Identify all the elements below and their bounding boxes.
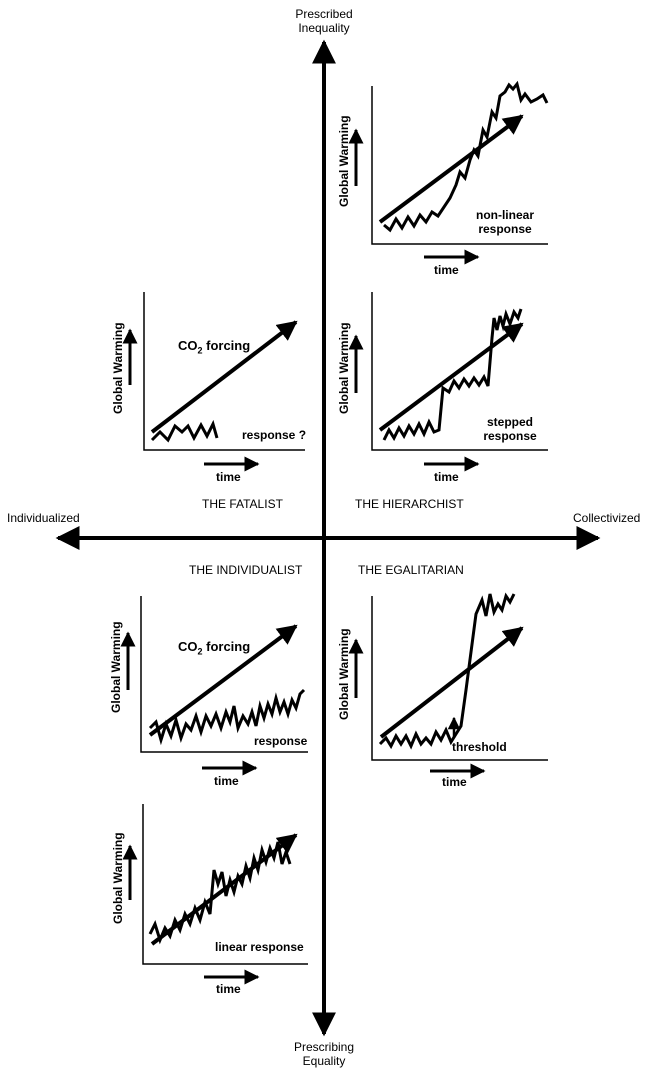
panel-label-line2: response [478,222,532,236]
co2-forcing-subscript: 2 [197,646,203,657]
co2-forcing-prefix: CO [178,639,198,654]
axis-label-bottom-line2: Equality [302,1054,346,1068]
forcing-line [150,320,298,434]
panel-frame [140,596,308,753]
panel-nonlinear [348,80,549,265]
panel-frame [142,804,308,965]
axis-label-top: Prescribed Inequality [284,7,364,35]
co2-forcing-label: CO2 forcing [178,339,250,358]
forcing-line [378,322,524,432]
panel-frame [371,86,548,245]
panel-individualist [120,596,308,776]
response-curve [148,688,306,746]
quadrant-label-hierarchist: THE HIERARCHIST [355,497,464,511]
quadrant-label-egalitarian: THE EGALITARIAN [358,563,464,577]
panel-stepped [348,292,548,472]
x-axis-label: time [442,775,467,789]
co2-forcing-prefix: CO [178,338,198,353]
co2-forcing-suffix: forcing [202,338,251,353]
panel-label: threshold [452,740,507,754]
y-axis-label: Global Warming [337,322,351,414]
y-axis-label: Global Warming [337,628,351,720]
panel-label-line1: non-linear [475,208,534,222]
response-curve [383,80,549,233]
response-curve [378,592,516,750]
y-axis-label: Global Warming [337,115,351,207]
y-axis-label: Global Warming [111,322,125,414]
forcing-line [148,624,298,737]
y-axis-label: Global Warming [111,832,125,924]
panel-label-line2: response [483,429,537,443]
x-axis-label: time [216,982,241,996]
axis-label-bottom-line1: Prescribing [293,1040,355,1054]
x-axis-label: time [216,470,241,484]
x-axis-label: time [434,263,459,277]
panel-frame [143,292,305,451]
axis-label-right: Collectivized [573,511,641,525]
axis-label-bottom: Prescribing Equality [284,1040,364,1068]
panel-egalitarian [348,592,548,779]
co2-forcing-subscript: 2 [197,345,203,356]
forcing-line [379,626,524,739]
panel-label: linear response [215,940,304,954]
response-curve [382,308,523,442]
quadrant-label-fatalist: THE FATALIST [202,497,283,511]
response-curve [148,841,292,945]
co2-forcing-suffix: forcing [202,639,251,654]
panel-linear [122,804,308,985]
axis-label-top-line2: Inequality [298,21,350,35]
panel-label: response [254,734,308,748]
axis-label-top-line1: Prescribed [295,7,353,21]
panel-label: stepped response [478,415,542,443]
forcing-line [378,114,524,224]
panel-fatalist [122,292,305,472]
x-axis-label: time [214,774,239,788]
panel-frame [371,292,548,451]
panel-label: non-linear response [470,208,540,236]
x-axis-label: time [434,470,459,484]
response-curve [150,419,219,443]
panel-label: response ? [242,428,307,442]
y-axis-label: Global Warming [109,621,123,713]
panel-label-line1: stepped [486,415,533,429]
quadrant-label-individualist: THE INDIVIDUALIST [189,563,303,577]
co2-forcing-label: CO2 forcing [178,640,250,659]
panel-frame [371,596,548,761]
axis-label-left: Individualized [7,511,80,525]
